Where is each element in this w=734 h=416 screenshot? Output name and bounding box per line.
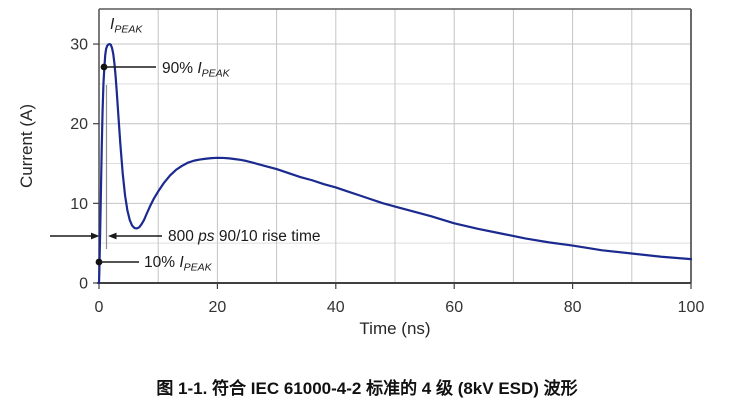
x-axis-title: Time (ns) <box>359 319 430 338</box>
x-tick-label: 100 <box>678 299 705 316</box>
10pct-label: 10% IPEAK <box>144 254 213 274</box>
axis-ticks <box>93 43 692 289</box>
y-tick-label: 20 <box>70 116 88 133</box>
y-tick-label: 30 <box>70 37 88 54</box>
y-axis-title: Current (A) <box>17 104 36 188</box>
ipeak-label: IPEAK <box>110 16 143 36</box>
annotation-rise-time: 800 ps 90/10 rise time <box>50 85 321 249</box>
90pct-label: 90% IPEAK <box>162 60 231 80</box>
rise-time-label: 800 ps 90/10 rise time <box>168 228 321 245</box>
x-tick-label: 80 <box>564 299 582 316</box>
esd-current-curve <box>97 42 693 285</box>
x-tick-label: 40 <box>327 299 345 316</box>
grid-major-lines <box>99 9 691 283</box>
x-tick-label: 0 <box>95 299 104 316</box>
x-tick-label: 60 <box>445 299 463 316</box>
rise-time-right-pointing-arrowhead <box>91 232 100 240</box>
esd-waveform-chart: 0 20 40 60 80 100 0 10 20 30 Time (ns) Current (A… <box>17 8 704 338</box>
y-tick-label: 10 <box>70 196 88 213</box>
x-tick-label: 20 <box>209 299 227 316</box>
y-tick-label: 0 <box>79 276 88 293</box>
figure-caption: 图 1-1. 符合 IEC 61000-4-2 标准的 4 级 (8kV ESD… <box>156 379 578 398</box>
annotation-90pct: 90% IPEAK <box>100 60 231 80</box>
annotation-ipeak: IPEAK <box>110 16 143 36</box>
axis-tick-labels: 0 20 40 60 80 100 0 10 20 30 <box>70 37 704 316</box>
annotation-10pct: 10% IPEAK <box>95 254 213 274</box>
rise-time-left-pointing-arrowhead <box>108 232 117 240</box>
